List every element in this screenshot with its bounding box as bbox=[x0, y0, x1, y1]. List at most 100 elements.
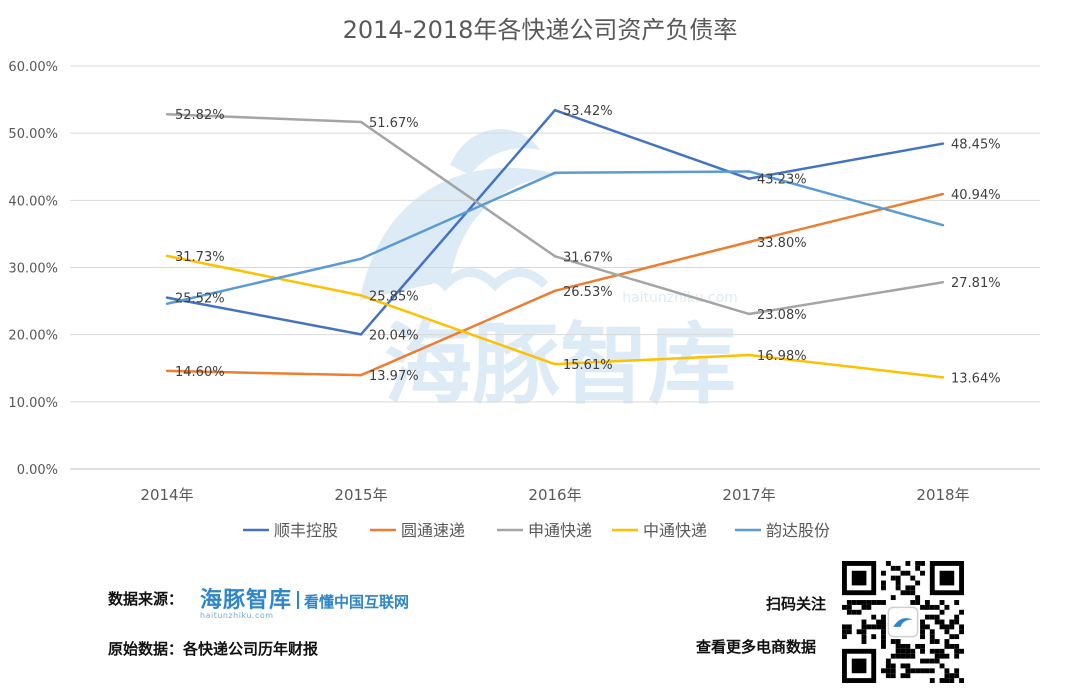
qr-module bbox=[895, 643, 901, 649]
data-label: 33.80% bbox=[757, 236, 807, 251]
qr-module bbox=[910, 600, 916, 605]
legend-label: 中通快递 bbox=[643, 521, 707, 540]
qr-module bbox=[924, 668, 930, 674]
qr-finder bbox=[939, 570, 955, 586]
qr-module bbox=[920, 643, 925, 649]
data-point bbox=[747, 177, 751, 180]
qr-module bbox=[929, 634, 935, 640]
qr-module bbox=[910, 653, 916, 659]
qr-module bbox=[900, 648, 906, 654]
x-tick-label: 2018年 bbox=[916, 486, 969, 504]
qr-module bbox=[846, 609, 852, 615]
x-tick-label: 2014年 bbox=[140, 486, 193, 504]
qr-module bbox=[920, 648, 925, 654]
data-point bbox=[941, 281, 945, 284]
qr-module bbox=[949, 673, 955, 679]
y-tick-label: 10.00% bbox=[8, 396, 58, 411]
qr-module bbox=[954, 634, 960, 640]
data-label: 52.82% bbox=[175, 108, 225, 123]
qr-module bbox=[885, 658, 891, 664]
qr-module bbox=[949, 643, 955, 649]
qr-module bbox=[876, 624, 882, 630]
qr-module bbox=[944, 643, 950, 649]
qr-module bbox=[949, 678, 955, 683]
qr-module bbox=[876, 619, 882, 625]
qr-module bbox=[939, 648, 945, 654]
qr-module bbox=[861, 600, 867, 605]
data-label: 27.81% bbox=[951, 276, 1001, 291]
qr-module bbox=[881, 643, 886, 649]
qr-module bbox=[881, 570, 886, 576]
data-label: 13.64% bbox=[951, 371, 1001, 386]
chart-title: 2014-2018年各快递公司资产负债率 bbox=[343, 16, 738, 44]
qr-module bbox=[856, 600, 862, 605]
qr-module bbox=[851, 609, 857, 615]
legend-label: 圆通速递 bbox=[401, 521, 465, 540]
qr-module bbox=[944, 604, 950, 610]
qr-module bbox=[910, 575, 916, 581]
qr-module bbox=[895, 653, 901, 659]
qr-module bbox=[871, 600, 877, 605]
raw-data-source: 原始数据：各快递公司历年财报 bbox=[108, 640, 319, 658]
qr-module bbox=[934, 614, 940, 620]
qr-module bbox=[905, 663, 911, 669]
qr-module bbox=[895, 639, 901, 644]
qr-module bbox=[895, 585, 901, 591]
data-point bbox=[553, 289, 557, 293]
series-lines bbox=[165, 108, 945, 379]
data-point bbox=[165, 302, 169, 305]
qr-module bbox=[920, 570, 925, 576]
series-line bbox=[166, 112, 944, 316]
qr-finder bbox=[851, 658, 867, 674]
qr-module bbox=[949, 634, 955, 640]
data-label: 51.67% bbox=[369, 116, 419, 131]
qr-module bbox=[900, 653, 906, 659]
qr-module bbox=[910, 648, 916, 654]
qr-module bbox=[920, 619, 925, 625]
qr-module bbox=[861, 639, 867, 644]
qr-module bbox=[944, 639, 950, 644]
line-chart: 海豚智库 haitunzhiku.com 2014-2018年各快递公司资产负债… bbox=[8, 16, 1040, 540]
qr-module bbox=[861, 604, 867, 610]
qr-module bbox=[881, 600, 886, 605]
data-point bbox=[941, 142, 945, 145]
qr-module bbox=[905, 668, 911, 674]
qr-code-icon[interactable] bbox=[842, 561, 964, 683]
data-point bbox=[941, 192, 945, 196]
qr-module bbox=[915, 595, 921, 601]
qr-module bbox=[890, 663, 896, 669]
qr-module bbox=[900, 590, 906, 596]
qr-module bbox=[939, 609, 945, 615]
qr-module bbox=[890, 595, 896, 601]
qr-module bbox=[900, 570, 906, 576]
qr-module bbox=[895, 648, 901, 654]
data-label: 15.61% bbox=[563, 358, 613, 373]
qr-module bbox=[929, 678, 935, 683]
qr-module bbox=[954, 673, 960, 679]
qr-module bbox=[866, 604, 872, 610]
qr-module bbox=[924, 624, 930, 630]
qr-module bbox=[944, 668, 950, 674]
data-point bbox=[553, 255, 557, 258]
qr-module bbox=[842, 634, 847, 640]
qr-module bbox=[915, 561, 921, 566]
qr-module bbox=[929, 614, 935, 620]
y-axis: 0.00% 10.00% 20.00% 30.00% 40.00% 50.00% 60.00… bbox=[8, 60, 58, 478]
qr-module bbox=[910, 585, 916, 591]
qr-module bbox=[881, 614, 886, 620]
qr-module bbox=[900, 643, 906, 649]
legend: 顺丰控股 圆通速递 申通快递 中通快递 韵达股份 bbox=[243, 521, 830, 540]
qr-module bbox=[842, 629, 847, 635]
qr-module bbox=[900, 663, 906, 669]
qr-module bbox=[934, 604, 940, 610]
qr-module bbox=[924, 600, 930, 605]
qr-module bbox=[954, 619, 960, 625]
qr-module bbox=[944, 673, 950, 679]
qr-module bbox=[881, 619, 886, 625]
qr-module bbox=[915, 580, 921, 586]
qr-module bbox=[881, 639, 886, 644]
qr-module bbox=[905, 585, 911, 591]
qr-module bbox=[890, 668, 896, 674]
y-tick-label: 50.00% bbox=[8, 127, 58, 142]
data-point bbox=[553, 171, 557, 174]
